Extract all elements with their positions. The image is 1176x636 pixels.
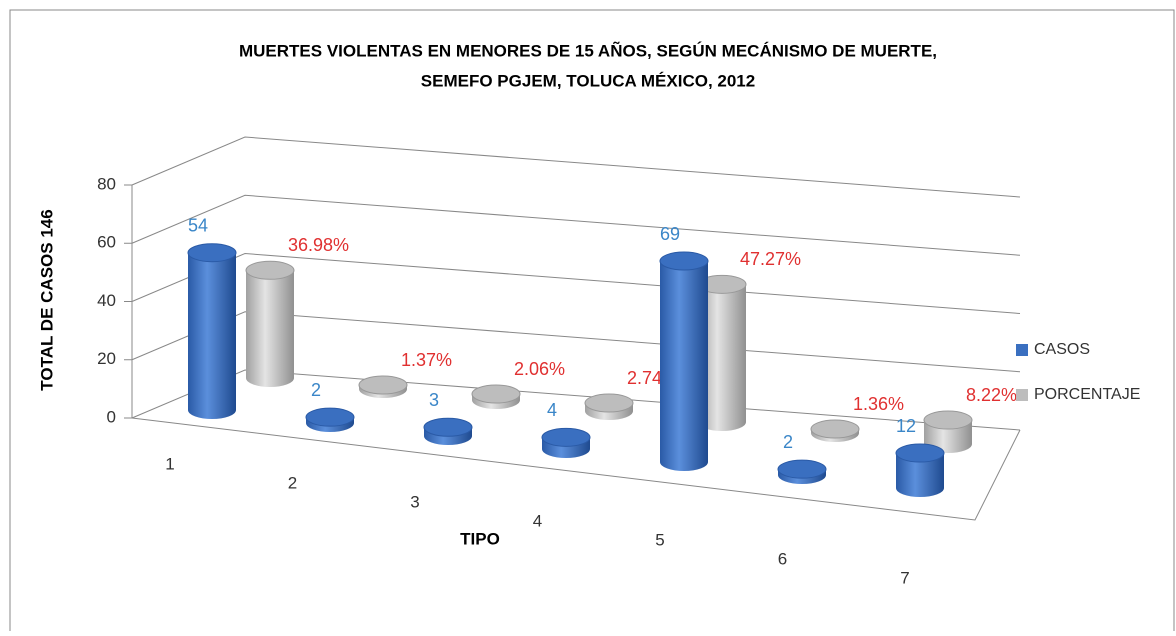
cylinder <box>923 410 973 453</box>
data-label: 2 <box>783 432 793 452</box>
cylinder-top <box>245 260 295 280</box>
cylinder-top <box>777 459 827 479</box>
x-tick-label: 7 <box>900 568 909 587</box>
y-tick-label: 40 <box>97 291 116 310</box>
grid-line <box>131 369 1021 431</box>
grid-line <box>131 136 1021 198</box>
data-label: 54 <box>188 215 208 235</box>
floor-edge <box>131 417 1021 521</box>
cylinder-top <box>187 243 237 263</box>
x-axis-label: TIPO <box>460 529 500 548</box>
cylinder-body <box>246 270 294 387</box>
y-tick-label: 20 <box>97 349 116 368</box>
x-tick-label: 3 <box>410 492 419 511</box>
y-tick-label: 80 <box>97 174 116 193</box>
data-label: 69 <box>660 224 680 244</box>
cylinder <box>245 260 295 387</box>
chart-border <box>9 9 1175 636</box>
data-label: 12 <box>896 416 916 436</box>
cylinder-top <box>305 407 355 427</box>
grid-line <box>131 252 1021 314</box>
data-label: 1.37% <box>401 350 452 370</box>
cylinder-top <box>358 375 408 395</box>
data-label: 2 <box>311 380 321 400</box>
cylinder <box>584 393 634 420</box>
cylinder-top <box>423 417 473 437</box>
cylinder-body <box>698 284 746 431</box>
cylinder <box>895 443 945 497</box>
data-label: 36.98% <box>288 235 349 255</box>
cylinder <box>187 243 237 419</box>
x-tick-label: 1 <box>165 454 174 473</box>
cylinder <box>659 251 709 471</box>
data-label: 3 <box>429 390 439 410</box>
cylinder-top <box>895 443 945 463</box>
cylinder-top <box>659 251 709 271</box>
cylinder-top <box>541 427 591 447</box>
cylinder <box>471 384 521 409</box>
cylinder <box>777 459 827 484</box>
cylinder <box>423 417 473 445</box>
cylinder-body <box>896 453 944 497</box>
legend-swatch <box>1016 344 1028 356</box>
cylinder <box>697 274 747 431</box>
cylinder-body <box>188 252 236 419</box>
grid-line <box>131 311 1021 373</box>
data-label: 4 <box>547 400 557 420</box>
cylinder-top <box>584 393 634 413</box>
chart-title: SEMEFO PGJEM, TOLUCA MÉXICO, 2012 <box>421 71 755 90</box>
x-tick-label: 2 <box>288 473 297 492</box>
data-label: 1.36% <box>853 394 904 414</box>
chart-title: MUERTES VIOLENTAS EN MENORES DE 15 AÑOS,… <box>239 40 937 60</box>
y-tick-label: 60 <box>97 233 116 252</box>
cylinder-top <box>923 410 973 430</box>
data-label: 8.22% <box>966 385 1017 405</box>
cylinder-top <box>471 384 521 404</box>
x-tick-label: 4 <box>533 511 542 530</box>
cylinder <box>305 407 355 432</box>
grid-line <box>131 194 1021 256</box>
legend-label: CASOS <box>1034 341 1090 358</box>
cylinder <box>358 375 408 398</box>
data-label: 47.27% <box>740 249 801 269</box>
cylinder-body <box>660 261 708 471</box>
cylinder <box>810 419 860 442</box>
cylinder <box>541 427 591 458</box>
cylinder-top <box>810 419 860 439</box>
y-axis-label: TOTAL DE CASOS 146 <box>37 209 56 390</box>
y-tick-label: 0 <box>107 407 116 426</box>
legend-label: PORCENTAJE <box>1034 386 1140 403</box>
data-label: 2.06% <box>514 359 565 379</box>
x-tick-label: 6 <box>778 549 787 568</box>
legend-swatch <box>1016 389 1028 401</box>
x-tick-label: 5 <box>655 530 664 549</box>
